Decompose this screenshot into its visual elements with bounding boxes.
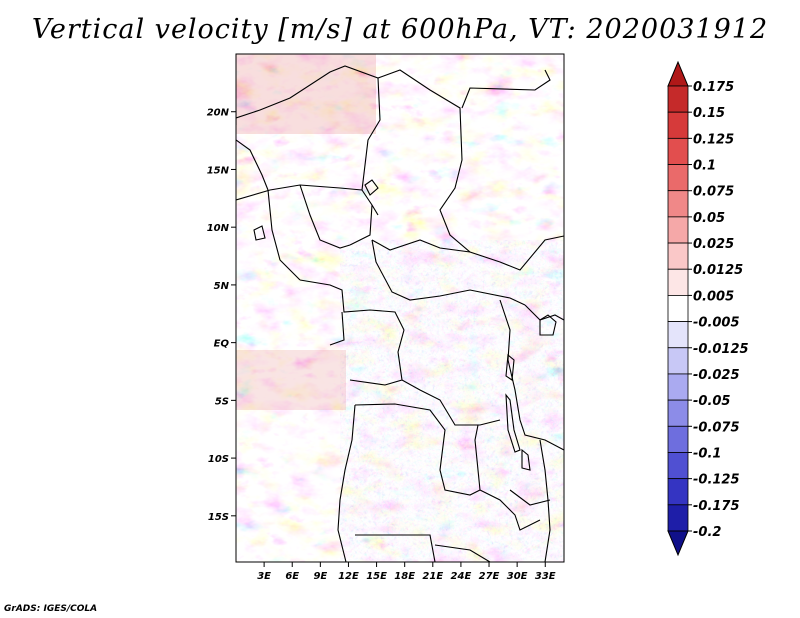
lat-tick-label: 20N — [207, 108, 230, 119]
lon-tick-label: 18E — [394, 571, 415, 582]
lat-tick-label: 5S — [215, 396, 229, 407]
colorbar-swatch — [668, 269, 688, 295]
lon-tick-label: 15E — [366, 571, 387, 582]
colorbar-swatch — [668, 138, 688, 164]
lon-tick-label: 24E — [451, 571, 472, 582]
lon-tick-label: 21E — [422, 571, 443, 582]
colorbar-swatch — [668, 217, 688, 243]
colorbar-label: 0.05 — [693, 211, 725, 226]
velocity-field — [236, 54, 564, 562]
colorbar-swatch — [668, 322, 688, 348]
colorbar-swatch — [668, 374, 688, 400]
colorbar-swatch — [668, 400, 688, 426]
colorbar-label: -0.1 — [693, 446, 721, 461]
colorbar-label: -0.175 — [693, 499, 740, 514]
colorbar-label: -0.075 — [693, 420, 740, 435]
colorbar-label: -0.005 — [693, 316, 740, 331]
colorbar-label: 0.1 — [693, 159, 716, 174]
lon-tick-label: 12E — [338, 571, 359, 582]
colorbar-swatch — [668, 191, 688, 217]
colorbar-label: -0.05 — [693, 394, 730, 409]
grads-credit: GrADS: IGES/COLA — [4, 604, 97, 614]
colorbar-swatch — [668, 165, 688, 191]
lat-tick-label: 10N — [207, 223, 230, 234]
lon-tick-label: 9E — [313, 571, 327, 582]
colorbar-label: 0.005 — [693, 289, 734, 304]
colorbar-swatch — [668, 348, 688, 374]
colorbar-swatch — [668, 243, 688, 269]
lon-tick-label: 3E — [257, 571, 271, 582]
lon-tick-label: 33E — [535, 571, 556, 582]
colorbar-label: -0.025 — [693, 368, 740, 383]
lon-tick-label: 6E — [285, 571, 299, 582]
colorbar-top-arrow — [668, 62, 688, 86]
lat-tick-label: 15N — [207, 165, 230, 176]
colorbar-label: 0.125 — [693, 132, 734, 147]
colorbar-swatch — [668, 479, 688, 505]
lon-tick-label: 30E — [507, 571, 528, 582]
lon-tick-label: 27E — [479, 571, 500, 582]
colorbar-label: 0.0125 — [693, 263, 743, 278]
longitude-axis: 3E 6E 9E 12E 15E 18E 21E 24E 27E 30E 33E — [257, 562, 556, 582]
colorbar-swatch — [668, 452, 688, 478]
colorbar-label: 0.025 — [693, 237, 734, 252]
colorbar: 0.175 0.15 0.125 0.1 0.075 0.05 0.025 0.0125 0.0… — [668, 62, 749, 555]
colorbar-label: -0.2 — [693, 525, 721, 540]
colorbar-label: -0.0125 — [693, 342, 749, 357]
colorbar-label: 0.15 — [693, 106, 725, 121]
lat-tick-label: 10S — [208, 454, 229, 465]
lat-tick-label: EQ — [214, 339, 230, 350]
map-figure: 20N 15N 10N 5N EQ 5S 10S 15S 3E 6E 9E 12E 15E 18E 21E… — [0, 0, 800, 618]
colorbar-swatch — [668, 112, 688, 138]
colorbar-label: 0.075 — [693, 185, 734, 200]
lat-tick-label: 5N — [214, 281, 230, 292]
latitude-axis: 20N 15N 10N 5N EQ 5S 10S 15S — [207, 108, 236, 523]
colorbar-swatch — [668, 86, 688, 112]
colorbar-swatch — [668, 505, 688, 531]
colorbar-label: -0.125 — [693, 473, 740, 488]
colorbar-label: 0.175 — [693, 80, 734, 95]
lat-tick-label: 15S — [208, 512, 229, 523]
colorbar-bottom-arrow — [668, 531, 688, 555]
colorbar-swatch — [668, 295, 688, 321]
colorbar-swatch — [668, 426, 688, 452]
